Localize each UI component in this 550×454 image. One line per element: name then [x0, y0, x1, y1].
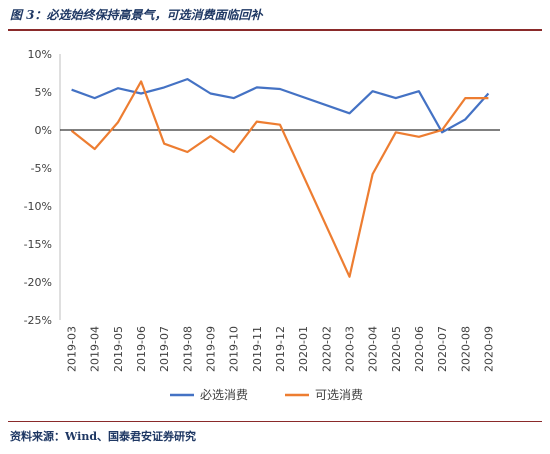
- x-tick-label: 2020-05: [390, 326, 403, 372]
- x-tick-label: 2020-07: [436, 326, 449, 372]
- x-axis: 2019-03 2019-04 2019-05 2019-06 2019-07 2019-…: [60, 129, 500, 372]
- y-tick-label: -10%: [24, 200, 52, 213]
- y-tick-label: 0%: [35, 124, 52, 137]
- series-line-1: [71, 77, 490, 134]
- x-tick-label: 2019-09: [205, 326, 218, 372]
- x-tick-label: 2020-08: [459, 326, 472, 372]
- series-line-2: [70, 80, 489, 278]
- y-tick-label: -5%: [31, 162, 52, 175]
- y-tick-label: 5%: [35, 86, 52, 99]
- x-tick-label: 2020-03: [343, 326, 356, 372]
- x-tick-label: 2020-01: [297, 326, 310, 372]
- x-tick-label: 2019-05: [112, 326, 125, 372]
- x-tick-label: 2019-03: [66, 326, 79, 372]
- x-tick-label: 2019-10: [228, 326, 241, 372]
- series-lines: [70, 77, 490, 278]
- x-tick-label: 2019-04: [89, 326, 102, 372]
- x-tick-label: 2020-02: [320, 326, 333, 372]
- x-tick-label: 2019-06: [135, 326, 148, 372]
- source-note: 资料来源：Wind、国泰君安证券研究: [10, 430, 197, 443]
- x-tick-label: 2019-07: [158, 326, 171, 372]
- x-tick-label: 2020-09: [482, 326, 495, 372]
- x-tick-label: 2019-12: [274, 326, 287, 372]
- x-tick-label: 2019-11: [251, 326, 264, 372]
- x-tick-label: 2019-08: [181, 326, 194, 372]
- source-rule: [8, 421, 542, 422]
- y-axis: 10% 5% 0% -5% -10% -15% -20% -25%: [24, 48, 61, 327]
- figure-title: 图 3：必选始终保持高景气，可选消费面临回补: [10, 8, 263, 22]
- y-tick-label: -25%: [24, 314, 52, 327]
- x-tick-label: 2020-04: [367, 326, 380, 372]
- legend-label: 可选消费: [315, 388, 363, 402]
- y-tick-label: 10%: [28, 48, 52, 61]
- y-tick-label: -20%: [24, 276, 52, 289]
- legend-label: 必选消费: [200, 388, 248, 402]
- title-rule: [8, 29, 542, 31]
- legend: 必选消费 可选消费: [170, 388, 363, 402]
- y-tick-label: -15%: [24, 238, 52, 251]
- x-tick-label: 2020-06: [413, 326, 426, 372]
